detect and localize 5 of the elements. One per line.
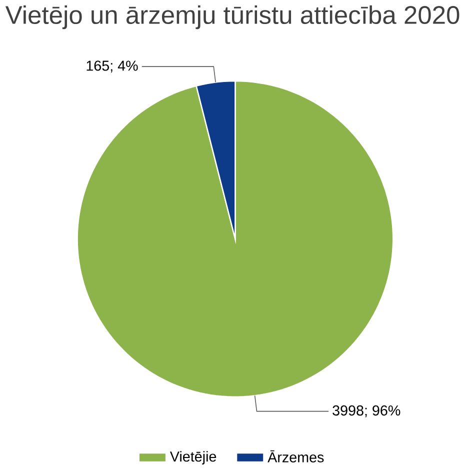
legend-label: Ārzemes <box>268 450 324 462</box>
data-label: 165; 4% <box>86 60 138 72</box>
chart-title: Vietējo un ārzemju tūristu attiecība 2020 <box>6 5 460 30</box>
legend-label: Vietējie <box>170 451 216 464</box>
data-label: 3998; 96% <box>332 405 400 418</box>
